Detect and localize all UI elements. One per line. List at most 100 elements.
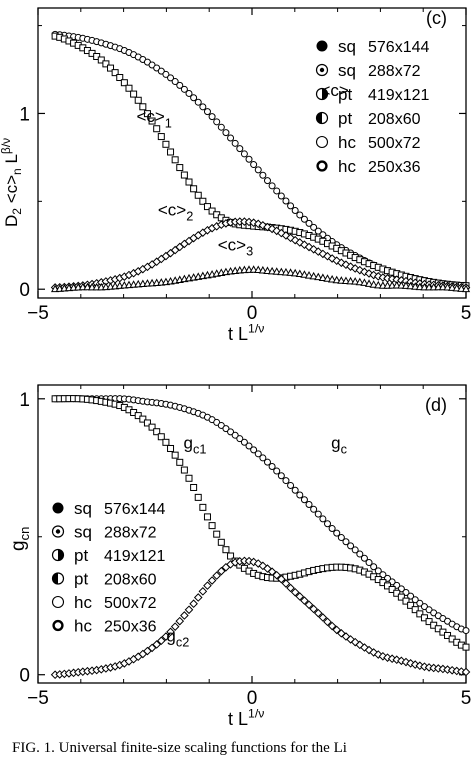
data-point [180, 466, 188, 474]
data-point [212, 571, 222, 580]
legend-marker [52, 619, 64, 632]
data-point [236, 435, 244, 443]
data-point [263, 177, 271, 185]
data-point [305, 219, 313, 227]
data-point [401, 281, 411, 289]
data-point [291, 206, 299, 214]
legend-size: 576x144 [104, 501, 165, 518]
data-point [323, 274, 332, 282]
data-point [199, 197, 207, 205]
data-point [97, 56, 105, 64]
data-point [268, 463, 276, 471]
data-point [425, 618, 433, 626]
data-point [461, 284, 471, 293]
legend-size: 288x72 [368, 63, 421, 80]
legend-size: 208x60 [368, 111, 421, 128]
data-point [227, 552, 235, 560]
curve-label: <c>3 [218, 236, 253, 259]
data-point [272, 570, 282, 580]
data-point [153, 64, 161, 72]
data-point [259, 454, 267, 462]
legend-marker [316, 160, 328, 172]
data-point [263, 222, 272, 232]
data-point [162, 70, 170, 78]
data-point [314, 510, 322, 518]
data-point [167, 148, 175, 156]
legend-marker-half [322, 88, 328, 100]
legend-lattice: hc [338, 133, 356, 152]
panel-label: (c) [426, 8, 447, 28]
y-axis-label: D2 <c>n Lβ/ν [0, 138, 24, 227]
data-point [309, 604, 318, 614]
data-point [360, 278, 369, 286]
curve-label: gc2 [166, 627, 189, 650]
data-point [189, 599, 198, 609]
data-point [245, 155, 253, 163]
data-point [370, 563, 378, 571]
data-point [374, 567, 382, 575]
data-point [333, 529, 341, 537]
data-point [355, 277, 364, 286]
data-point [208, 207, 216, 215]
legend-lattice: sq [74, 523, 92, 542]
legend-lattice: pt [74, 570, 88, 589]
data-point [462, 643, 470, 651]
data-point [392, 655, 402, 665]
data-point [263, 266, 272, 274]
data-point [167, 74, 175, 82]
data-point [193, 593, 203, 602]
data-point [263, 458, 271, 466]
data-point [153, 125, 161, 133]
data-point [185, 474, 193, 482]
legend-marker [315, 135, 329, 149]
data-point [116, 74, 124, 82]
data-point [461, 667, 471, 677]
data-point [208, 113, 216, 121]
data-point [295, 592, 305, 601]
data-point [277, 192, 285, 200]
legend-marker [315, 111, 329, 125]
series-gc1 [51, 395, 470, 651]
data-point [130, 90, 138, 98]
data-point [415, 282, 424, 291]
data-point [342, 538, 350, 546]
x-tick-label: 5 [461, 688, 472, 709]
data-point [295, 269, 304, 277]
data-point [300, 215, 308, 223]
data-point [258, 265, 268, 274]
data-point [161, 632, 171, 641]
data-point [111, 69, 119, 77]
data-point [420, 603, 428, 611]
data-point [383, 653, 392, 662]
data-point [286, 583, 295, 593]
data-point [170, 622, 180, 631]
data-point [290, 235, 300, 245]
data-point [254, 166, 262, 174]
legend-size: 250x36 [368, 159, 421, 176]
data-point [355, 640, 365, 650]
legend-lattice: pt [338, 85, 352, 104]
data-point [213, 118, 221, 126]
data-point [176, 81, 184, 89]
legend-lattice: hc [74, 617, 92, 636]
data-point [287, 202, 295, 210]
data-point [231, 139, 239, 147]
data-point [402, 597, 410, 605]
data-point [287, 481, 295, 489]
legend-lattice: sq [338, 61, 356, 80]
data-point [314, 272, 323, 281]
legend-size: 250x36 [104, 619, 157, 636]
series-gc2 [50, 556, 471, 680]
data-point [406, 281, 415, 290]
data-point [332, 275, 341, 284]
legend-size: 500x72 [368, 135, 421, 152]
data-point [199, 503, 207, 511]
data-point [310, 505, 318, 513]
data-point [438, 282, 448, 291]
x-tick-label: 5 [461, 303, 472, 324]
data-point [190, 185, 198, 193]
data-point [190, 94, 198, 102]
data-point [407, 601, 415, 609]
data-point [268, 182, 276, 190]
